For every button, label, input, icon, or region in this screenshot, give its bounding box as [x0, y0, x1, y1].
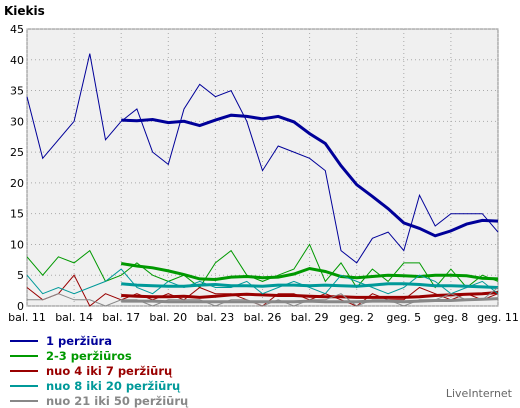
legend-swatch: [10, 339, 38, 342]
series-daily-line: [26, 268, 499, 295]
legend-item: nuo 21 iki 50 peržiūrų: [10, 393, 188, 408]
legend-item: nuo 4 iki 7 peržiūrų: [10, 363, 188, 378]
x-tick-label: bal. 17: [102, 311, 140, 324]
legend-item: 2-3 peržiūros: [10, 348, 188, 363]
y-tick-label: 5: [17, 269, 24, 282]
legend-label: nuo 21 iki 50 peržiūrų: [46, 393, 189, 408]
x-tick-label: bal. 14: [55, 311, 93, 324]
series-average-line: [120, 262, 499, 282]
legend-item: nuo 8 iki 20 peržiūrų: [10, 378, 188, 393]
legend-swatch: [10, 399, 38, 402]
x-tick-label: geg. 11: [477, 311, 519, 324]
x-tick-label: geg. 8: [434, 311, 469, 324]
series-average-line: [121, 291, 499, 299]
branding-label: LiveInternet: [445, 387, 512, 400]
x-tick-label: geg. 5: [386, 311, 421, 324]
legend-label: 2-3 peržiūros: [46, 348, 132, 363]
y-axis-label: Kiekis: [4, 4, 45, 18]
y-tick-label: 30: [10, 115, 24, 128]
legend-swatch: [10, 354, 38, 357]
legend-swatch: [10, 384, 38, 387]
legend-swatch: [10, 369, 38, 372]
y-tick-label: 45: [10, 23, 24, 36]
series-average-line: [121, 113, 499, 238]
y-tick-label: 20: [10, 177, 24, 190]
plot-area: [26, 28, 499, 307]
line-chart: Kiekis 0 5 10 15 20 25 30 35 40 45 bal. 11 bal. 14…: [4, 4, 519, 324]
series-average-line: [121, 282, 499, 289]
x-tick-label: bal. 23: [197, 311, 235, 324]
legend-label: 1 peržiūra: [46, 333, 112, 348]
x-tick-label: geg. 2: [339, 311, 374, 324]
legend-label: nuo 8 iki 20 peržiūrų: [46, 378, 181, 393]
x-tick-label: bal. 26: [244, 311, 282, 324]
legend-item: 1 peržiūra: [10, 333, 188, 348]
y-tick-label: 35: [10, 85, 24, 98]
y-tick-label: 25: [10, 146, 24, 159]
x-tick-label: bal. 11: [8, 311, 46, 324]
y-tick-label: 10: [10, 238, 24, 251]
series-daily-line: [26, 53, 499, 264]
legend-label: nuo 4 iki 7 peržiūrų: [46, 363, 173, 378]
x-tick-label: bal. 20: [149, 311, 187, 324]
legend: 1 peržiūra 2-3 peržiūros nuo 4 iki 7 per…: [10, 333, 188, 408]
y-tick-label: 40: [10, 54, 24, 67]
y-tick-label: 0: [17, 300, 24, 313]
series-average-line: [121, 297, 499, 304]
x-tick-label: bal. 29: [291, 311, 329, 324]
y-tick-label: 15: [10, 208, 24, 221]
